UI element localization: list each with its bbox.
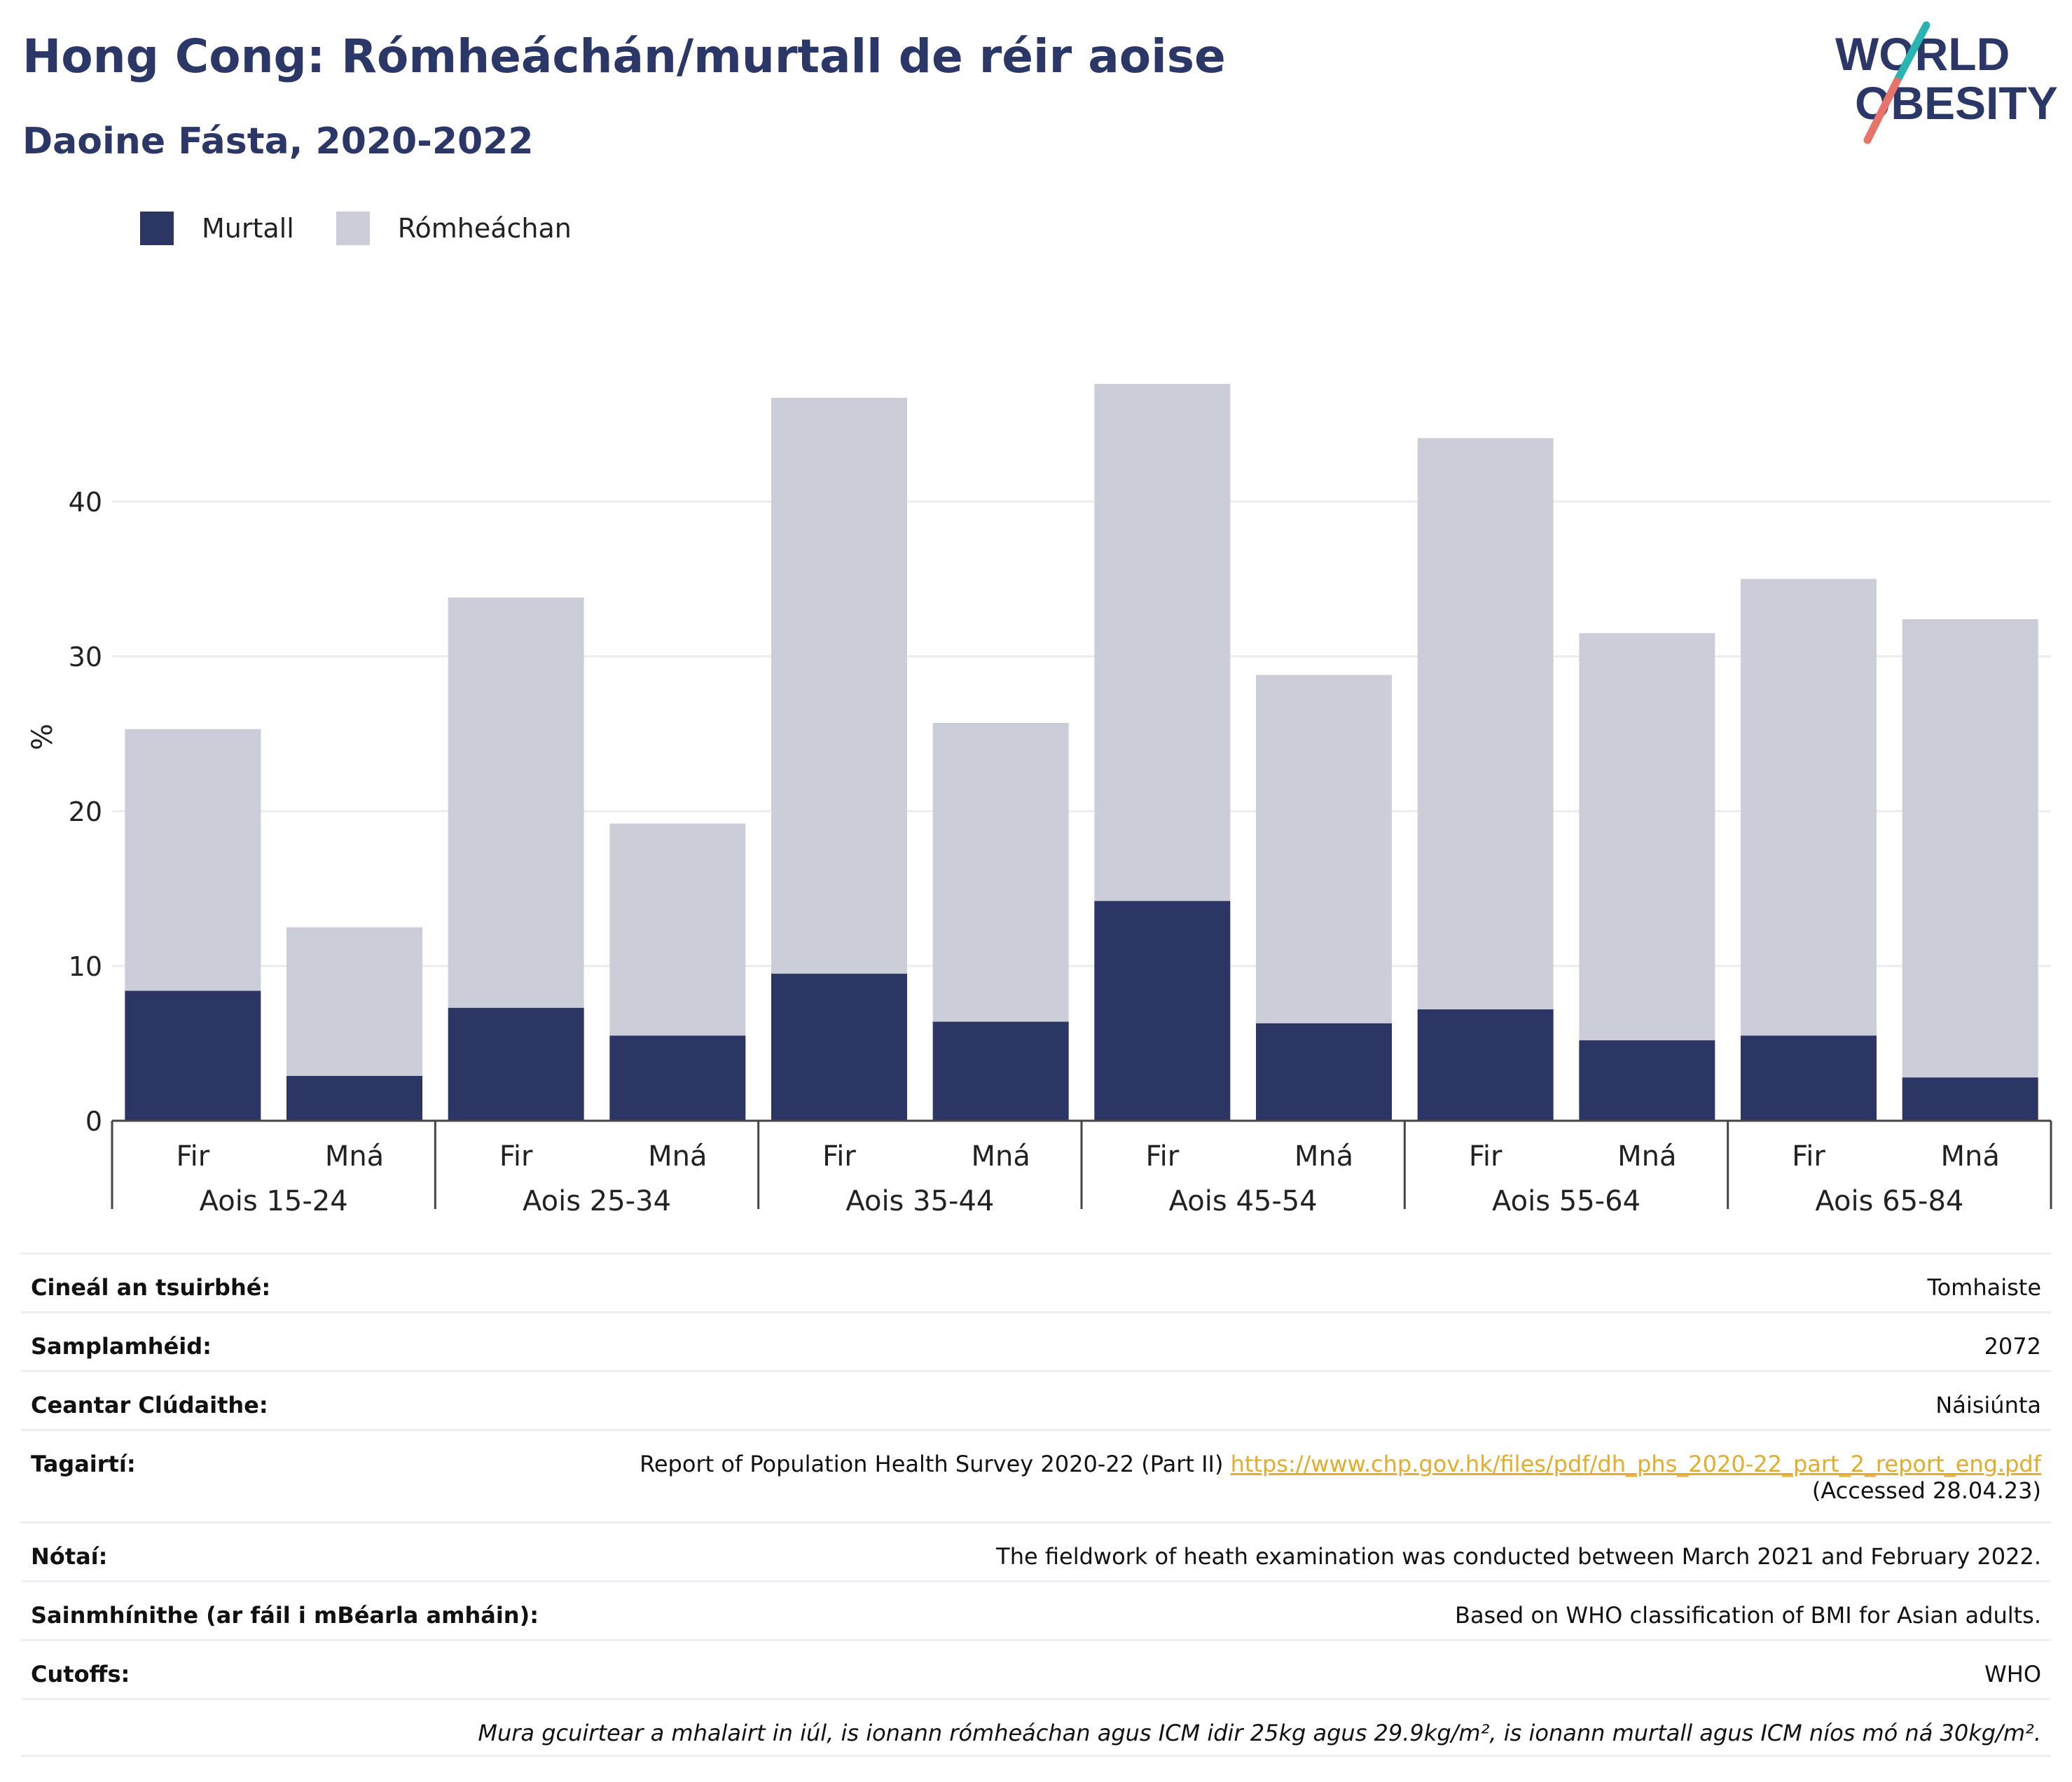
reference-accessed: (Accessed 28.04.23) [1811,1477,2041,1504]
info-key: Sainmhínithe (ar fáil i mBéarla amháin): [31,1602,539,1629]
x-tick-label: Fir [177,1140,210,1173]
bar-murtall [286,1075,422,1121]
bar-romheachan [1094,384,1231,902]
chart-gridlines [112,500,2051,967]
page-subtitle: Daoine Fásta, 2020-2022 [22,120,534,163]
logo-slash-teal [1893,21,1931,85]
bar-murtall [609,1035,746,1121]
info-value: Tomhaiste [1927,1274,2041,1301]
y-tick-label: 0 [85,1106,102,1137]
info-row-area-covered: Ceantar Clúdaithe: Náisiúnta [21,1370,2051,1429]
chart-bars [125,384,2038,1121]
bar-romheachan [1256,675,1392,1023]
info-row-definitions: Sainmhínithe (ar fáil i mBéarla amháin):… [21,1580,2051,1639]
group-label: Aois 65-84 [1815,1185,1963,1217]
info-row-notes: Nótaí: The fieldwork of heath examinatio… [21,1521,2051,1580]
bar-romheachan [1579,633,1715,1041]
info-row-references: Tagairtí: Report of Population Health Su… [21,1429,2051,1521]
info-value: Náisiúnta [1935,1392,2041,1418]
survey-info-table: Cineál an tsuirbhé: Tomhaiste Samplamhéi… [21,1252,2051,1757]
footnote-text: Mura gcuirtear a mhalairt in iúl, is ion… [478,1720,2041,1746]
bar-murtall [932,1021,1069,1121]
group-label: Aois 55-64 [1492,1185,1641,1217]
chart-legend: Murtall Rómheáchan [140,209,614,248]
bar-murtall [125,990,261,1121]
bar-murtall [1902,1077,2038,1121]
bar-murtall [1094,901,1231,1121]
x-tick-label: Mná [971,1140,1030,1173]
legend-item-murtall[interactable]: Murtall [140,212,294,245]
info-value: The fieldwork of heath examination was c… [996,1543,2041,1570]
bar-romheachan [771,397,907,974]
x-tick-label: Fir [1469,1140,1503,1173]
y-axis-label: % [27,724,59,750]
bar-romheachan [286,927,422,1076]
info-key: Cutoffs: [31,1661,130,1687]
info-value: WHO [1984,1661,2041,1687]
chart-labels: 0 10 20 30 40% Fir Mná Fir Mná Fir Mná Fir Mná Fir Mná… [27,487,2000,1217]
info-key: Samplamhéid: [31,1333,212,1360]
y-tick-label: 20 [69,796,102,827]
bar-romheachan [609,823,746,1036]
info-value: 2072 [1984,1333,2041,1360]
x-tick-label: Mná [648,1140,707,1173]
bar-murtall [1741,1035,1877,1121]
bar-romheachan [1417,438,1554,1009]
x-tick-label: Mná [1940,1140,1999,1173]
bar-romheachan [1902,619,2038,1078]
group-label: Aois 35-44 [845,1185,994,1217]
logo-slash-coral [1863,77,1901,144]
bar-romheachan [1741,579,1877,1036]
x-tick-label: Mná [325,1140,384,1173]
x-tick-label: Fir [499,1140,533,1173]
legend-swatch-romheachan [336,212,370,245]
legend-label-romheachan: Rómheáchan [397,213,572,244]
info-key: Ceantar Clúdaithe: [31,1392,268,1418]
info-value: Based on WHO classification of BMI for A… [1454,1602,2041,1629]
group-label: Aois 45-54 [1169,1185,1318,1217]
legend-item-romheachan[interactable]: Rómheáchan [336,212,572,245]
y-tick-label: 10 [69,951,102,982]
bar-romheachan [448,598,584,1008]
legend-swatch-murtall [140,212,174,245]
x-tick-label: Fir [1792,1140,1825,1173]
info-key: Nótaí: [31,1543,108,1570]
bar-murtall [1417,1009,1554,1121]
page-title: Hong Cong: Rómheáchán/murtall de réir ao… [22,29,1226,83]
bar-romheachan [125,728,261,991]
info-row-survey-type: Cineál an tsuirbhé: Tomhaiste [21,1252,2051,1311]
info-key: Tagairtí: [31,1451,136,1477]
info-row-cutoffs: Cutoffs: WHO [21,1639,2051,1698]
reference-link[interactable]: https://www.chp.gov.hk/files/pdf/dh_phs_… [1230,1451,2041,1477]
info-row-sample-size: Samplamhéid: 2072 [21,1311,2051,1370]
info-key: Cineál an tsuirbhé: [31,1274,271,1301]
legend-label-murtall: Murtall [202,213,294,244]
info-value: Report of Population Health Survey 2020-… [640,1451,2041,1504]
reference-text: Report of Population Health Survey 2020-… [640,1451,1224,1477]
bar-murtall [1256,1023,1392,1121]
x-tick-label: Mná [1294,1140,1353,1173]
bar-murtall [448,1007,584,1121]
bar-murtall [1579,1040,1715,1121]
x-tick-label: Mná [1617,1140,1676,1173]
bar-romheachan [932,723,1069,1022]
x-tick-label: Fir [822,1140,856,1173]
x-tick-label: Fir [1146,1140,1180,1173]
info-row-footnote: Mura gcuirtear a mhalairt in iúl, is ion… [21,1698,2051,1757]
group-label: Aois 15-24 [200,1185,348,1217]
chart-axes [111,1119,2052,1209]
y-tick-label: 40 [69,487,102,518]
y-tick-label: 30 [69,642,102,672]
stacked-bar-chart: 0 10 20 30 40% Fir Mná Fir Mná Fir Mná Fir Mná Fir Mná… [27,384,2052,1217]
world-obesity-logo: WORLD OBESITY [1835,21,2058,144]
group-label: Aois 25-34 [523,1185,671,1217]
bar-murtall [771,974,907,1121]
